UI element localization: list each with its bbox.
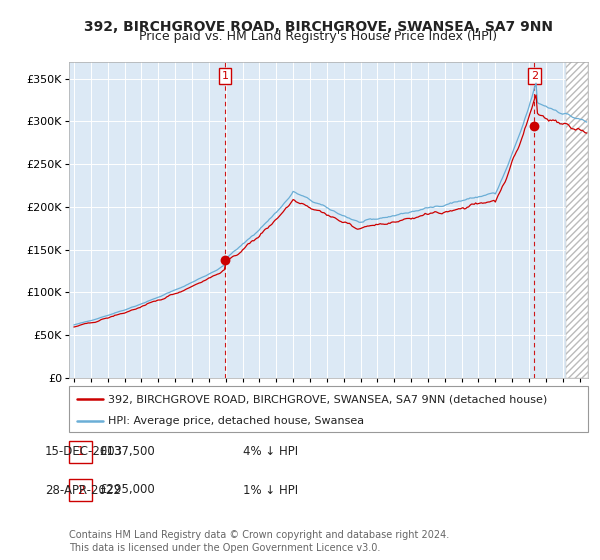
Text: 1% ↓ HPI: 1% ↓ HPI (243, 483, 298, 497)
Text: Price paid vs. HM Land Registry's House Price Index (HPI): Price paid vs. HM Land Registry's House … (139, 30, 497, 43)
FancyBboxPatch shape (69, 386, 588, 432)
Text: 1: 1 (221, 71, 229, 81)
Text: 4% ↓ HPI: 4% ↓ HPI (243, 445, 298, 459)
Text: 1: 1 (77, 445, 84, 459)
Text: 392, BIRCHGROVE ROAD, BIRCHGROVE, SWANSEA, SA7 9NN (detached house): 392, BIRCHGROVE ROAD, BIRCHGROVE, SWANSE… (108, 394, 547, 404)
Point (220, 256, 230, 265)
Text: 28-APR-2022: 28-APR-2022 (45, 483, 121, 497)
Text: 2: 2 (531, 71, 538, 81)
Text: £137,500: £137,500 (99, 445, 155, 459)
Text: 15-DEC-2003: 15-DEC-2003 (45, 445, 123, 459)
Text: 392, BIRCHGROVE ROAD, BIRCHGROVE, SWANSEA, SA7 9NN: 392, BIRCHGROVE ROAD, BIRCHGROVE, SWANSE… (83, 20, 553, 34)
Text: Contains HM Land Registry data © Crown copyright and database right 2024.
This d: Contains HM Land Registry data © Crown c… (69, 530, 449, 553)
Text: £295,000: £295,000 (99, 483, 155, 497)
Point (530, 122, 539, 130)
Text: 2: 2 (77, 483, 84, 497)
Text: HPI: Average price, detached house, Swansea: HPI: Average price, detached house, Swan… (108, 416, 364, 426)
